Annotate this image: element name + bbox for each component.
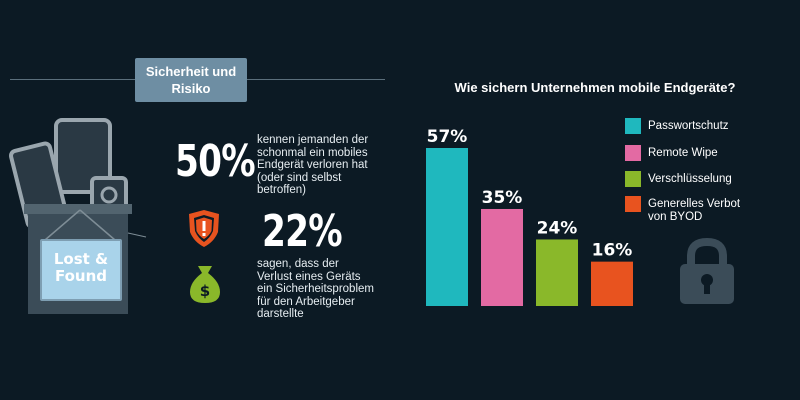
shield-warning-icon bbox=[189, 210, 219, 247]
stat-22-value: 22% bbox=[262, 206, 343, 257]
bar-value-label: 24% bbox=[537, 218, 578, 238]
stat-22-line: ein Sicherheitsproblem bbox=[257, 283, 374, 295]
chart-title: Wie sichern Unternehmen mobile Endgeräte… bbox=[454, 80, 736, 95]
stat-22-text: sagen, dass der Verlust eines Geräts ein… bbox=[257, 258, 374, 321]
stat-50-text: kennen jemanden der schonmal ein mobiles… bbox=[257, 134, 368, 197]
padlock-icon bbox=[680, 237, 734, 304]
section-label-text: Sicherheit und Risiko bbox=[145, 64, 237, 96]
lost-found-sign: Lost & Found bbox=[40, 239, 122, 301]
svg-text:$: $ bbox=[200, 282, 210, 300]
tablet-icon bbox=[54, 118, 112, 194]
lost-found-label: Lost & Found bbox=[53, 250, 109, 285]
legend-swatch bbox=[625, 196, 641, 212]
stat-22-line: für den Arbeitgeber bbox=[257, 295, 355, 308]
legend-label: Generelles Verbot von BYOD bbox=[648, 198, 741, 223]
legend-label: Remote Wipe bbox=[648, 147, 718, 159]
legend-swatch bbox=[625, 171, 641, 187]
legend-label: Passwortschutz bbox=[648, 120, 729, 132]
stat-50-value: 50% bbox=[175, 136, 256, 187]
section-label: Sicherheit und Risiko bbox=[135, 58, 247, 102]
stat-50-line: (oder sind selbst bbox=[257, 171, 342, 184]
legend-swatch bbox=[625, 118, 641, 134]
bar-generelles-verbot-von-byod bbox=[591, 261, 633, 306]
bar-value-label: 57% bbox=[427, 127, 468, 147]
bar-value-label: 35% bbox=[482, 188, 523, 208]
stat-22-line: Verlust eines Geräts bbox=[257, 270, 361, 283]
bar-value-label: 16% bbox=[592, 241, 633, 261]
bar-passwortschutz bbox=[426, 148, 468, 306]
stat-22-line: sagen, dass der bbox=[257, 258, 339, 270]
legend-swatch bbox=[625, 145, 641, 161]
bar-chart: 57% 35% 24% 16% bbox=[426, 127, 633, 306]
stat-50-line: betroffen) bbox=[257, 184, 307, 196]
legend-label: Verschlüsselung bbox=[648, 173, 732, 185]
stat-50-line: Endgerät verloren hat bbox=[257, 159, 368, 171]
money-bag-icon: $ bbox=[190, 266, 220, 303]
stat-22-line: darstellte bbox=[257, 308, 304, 320]
stat-50-line: kennen jemanden der bbox=[257, 134, 369, 146]
bar-verschl-sselung bbox=[536, 239, 578, 306]
stat-50-line: schonmal ein mobiles bbox=[257, 146, 368, 159]
bar-remote-wipe bbox=[481, 208, 523, 306]
